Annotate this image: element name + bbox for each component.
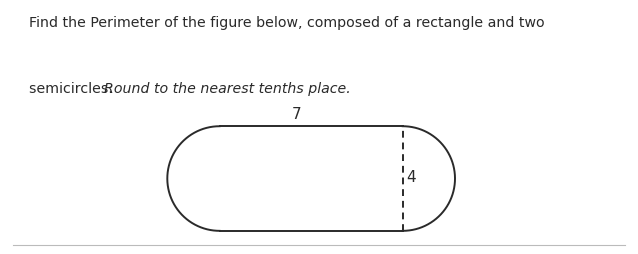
Text: 7: 7 [292,106,301,121]
Text: Find the Perimeter of the figure below, composed of a rectangle and two: Find the Perimeter of the figure below, … [29,16,544,30]
Text: Round to the nearest tenths place.: Round to the nearest tenths place. [104,82,351,96]
Text: semicircles.: semicircles. [29,82,117,96]
Text: 4: 4 [406,170,415,185]
